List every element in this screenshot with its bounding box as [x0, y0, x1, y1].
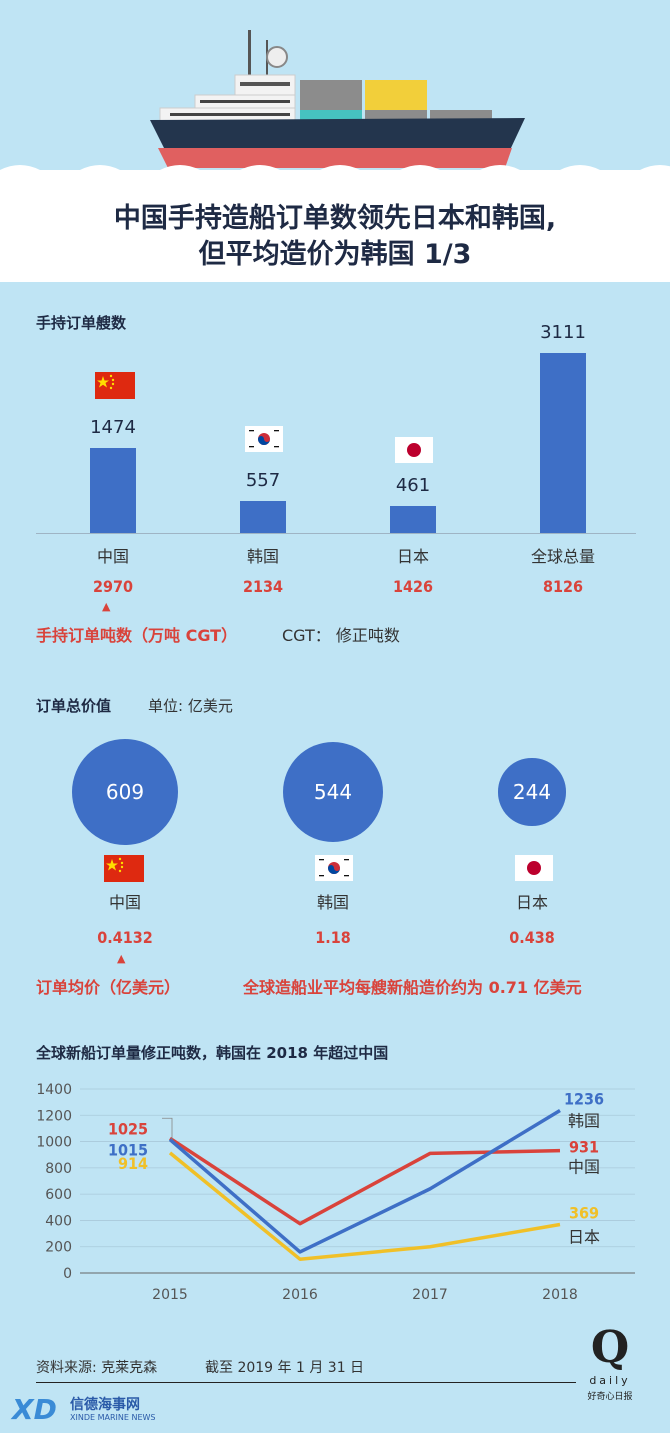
leader-line: [162, 1117, 173, 1140]
japan-flag-icon: [395, 437, 433, 463]
global-avg-note: 全球造船业平均每艘新船造价约为 0.71 亿美元: [243, 978, 582, 997]
section1-label: 手持订单艘数: [36, 314, 127, 332]
value-bubble: 544: [282, 741, 384, 843]
bar-value-label: 1474: [90, 416, 136, 438]
section2-unit: 单位: 亿美元: [148, 697, 233, 715]
hero-illustration: [0, 0, 670, 182]
series-line-日本: [168, 1151, 561, 1261]
page-title-line2: 但平均造价为韩国 1/3: [198, 239, 472, 270]
bar-value-label: 557: [245, 469, 281, 491]
value-bubble: 609: [72, 739, 178, 845]
end-value-label: 369: [569, 1204, 599, 1223]
line-chart: 0 200 400 600 800 1000 1200 1400 2015 2016 2017 201…: [36, 1082, 635, 1303]
bar-category-label: 韩国: [246, 547, 279, 566]
y-tick-label: 800: [45, 1161, 72, 1177]
y-tick-label: 600: [45, 1187, 72, 1203]
bar-1: [240, 500, 286, 533]
x-tick-label: 2015: [152, 1287, 188, 1303]
date-text: 截至 2019 年 1 月 31 日: [205, 1360, 365, 1376]
start-value-label: 1025: [108, 1119, 148, 1138]
chart-title: 全球新船订单量修正吨数，韩国在 2018 年超过中国: [36, 1044, 389, 1062]
watermark-cn: 信德海事网: [70, 1397, 140, 1413]
avg-price-value: 0.438: [509, 928, 555, 947]
start-value-label: 1015: [108, 1141, 148, 1160]
ton-value: 1426: [392, 577, 434, 596]
section2-label: 订单总价值: [36, 697, 112, 715]
watermark-en: XINDE MARINE NEWS: [70, 1413, 156, 1422]
avg-price-value: 1.18: [315, 928, 351, 947]
x-tick-label: 2018: [542, 1287, 578, 1303]
ton-value: 2970: [92, 577, 134, 596]
end-value-label: 1236: [564, 1090, 604, 1109]
y-tick-label: 1200: [36, 1108, 72, 1124]
qdaily-logo: Q: [590, 1322, 630, 1373]
qdaily-cn-text: 好奇心日报: [587, 1392, 633, 1402]
japan-flag-icon: [515, 855, 553, 881]
bubble-category-label: 中国: [108, 893, 141, 912]
avg-arrow-marker: ▲: [117, 952, 126, 965]
china-flag-icon: [95, 372, 135, 399]
qdaily-daily-text: daily: [589, 1374, 631, 1387]
bar-baseline: [36, 533, 636, 534]
y-tick-label: 1000: [36, 1135, 72, 1151]
ton-arrow-marker: ▲: [102, 600, 111, 613]
footer-divider: [36, 1382, 576, 1383]
y-tick-label: 1400: [36, 1082, 72, 1098]
series-name-label: 日本: [568, 1228, 600, 1247]
china-flag-icon: [104, 855, 144, 882]
y-tick-label: 200: [45, 1240, 72, 1256]
korea-flag-icon: [245, 426, 283, 452]
page-title-line1: 中国手持造船订单数领先日本和韩国,: [113, 203, 557, 234]
avg-label: 订单均价（亿美元）: [36, 978, 181, 997]
cgt-note: CGT： 修正吨数: [282, 626, 400, 645]
end-value-label: 931: [569, 1138, 599, 1157]
start-value-label: 914: [118, 1154, 148, 1173]
x-tick-label: 2016: [282, 1287, 318, 1303]
xinde-logo: XD: [12, 1393, 57, 1426]
y-tick-label: 400: [45, 1213, 72, 1229]
bar-0: [90, 447, 136, 533]
bar-category-label: 日本: [396, 547, 429, 566]
series-line-中国: [169, 1136, 561, 1226]
bubble-category-label: 日本: [515, 893, 548, 912]
avg-price-value: 0.4132: [97, 928, 153, 947]
ton-value: 2134: [242, 577, 284, 596]
bubble-category-label: 韩国: [316, 893, 349, 912]
value-bubble: 244: [498, 758, 566, 826]
bar-value-label: 461: [395, 475, 431, 497]
series-line-韩国: [168, 1109, 561, 1254]
series-name-label: 中国: [568, 1158, 600, 1177]
bar-3: [540, 353, 586, 533]
source-text: 资料来源: 克莱克森: [36, 1360, 158, 1376]
y-tick-label: 0: [63, 1266, 72, 1282]
bar-category-label: 中国: [96, 547, 129, 566]
ton-label: 手持订单吨数（万吨 CGT）: [36, 626, 238, 645]
korea-flag-icon: [315, 855, 353, 881]
title-band: 中国手持造船订单数领先日本和韩国, 但平均造价为韩国 1/3: [0, 170, 670, 282]
cargo-ship-icon: [0, 30, 670, 182]
series-name-label: 韩国: [568, 1112, 600, 1131]
bar-value-label: 3111: [540, 322, 586, 343]
x-tick-label: 2017: [412, 1287, 448, 1303]
bar-2: [390, 506, 436, 533]
bar-category-label: 全球总量: [530, 547, 595, 566]
ton-value: 8126: [542, 577, 584, 596]
